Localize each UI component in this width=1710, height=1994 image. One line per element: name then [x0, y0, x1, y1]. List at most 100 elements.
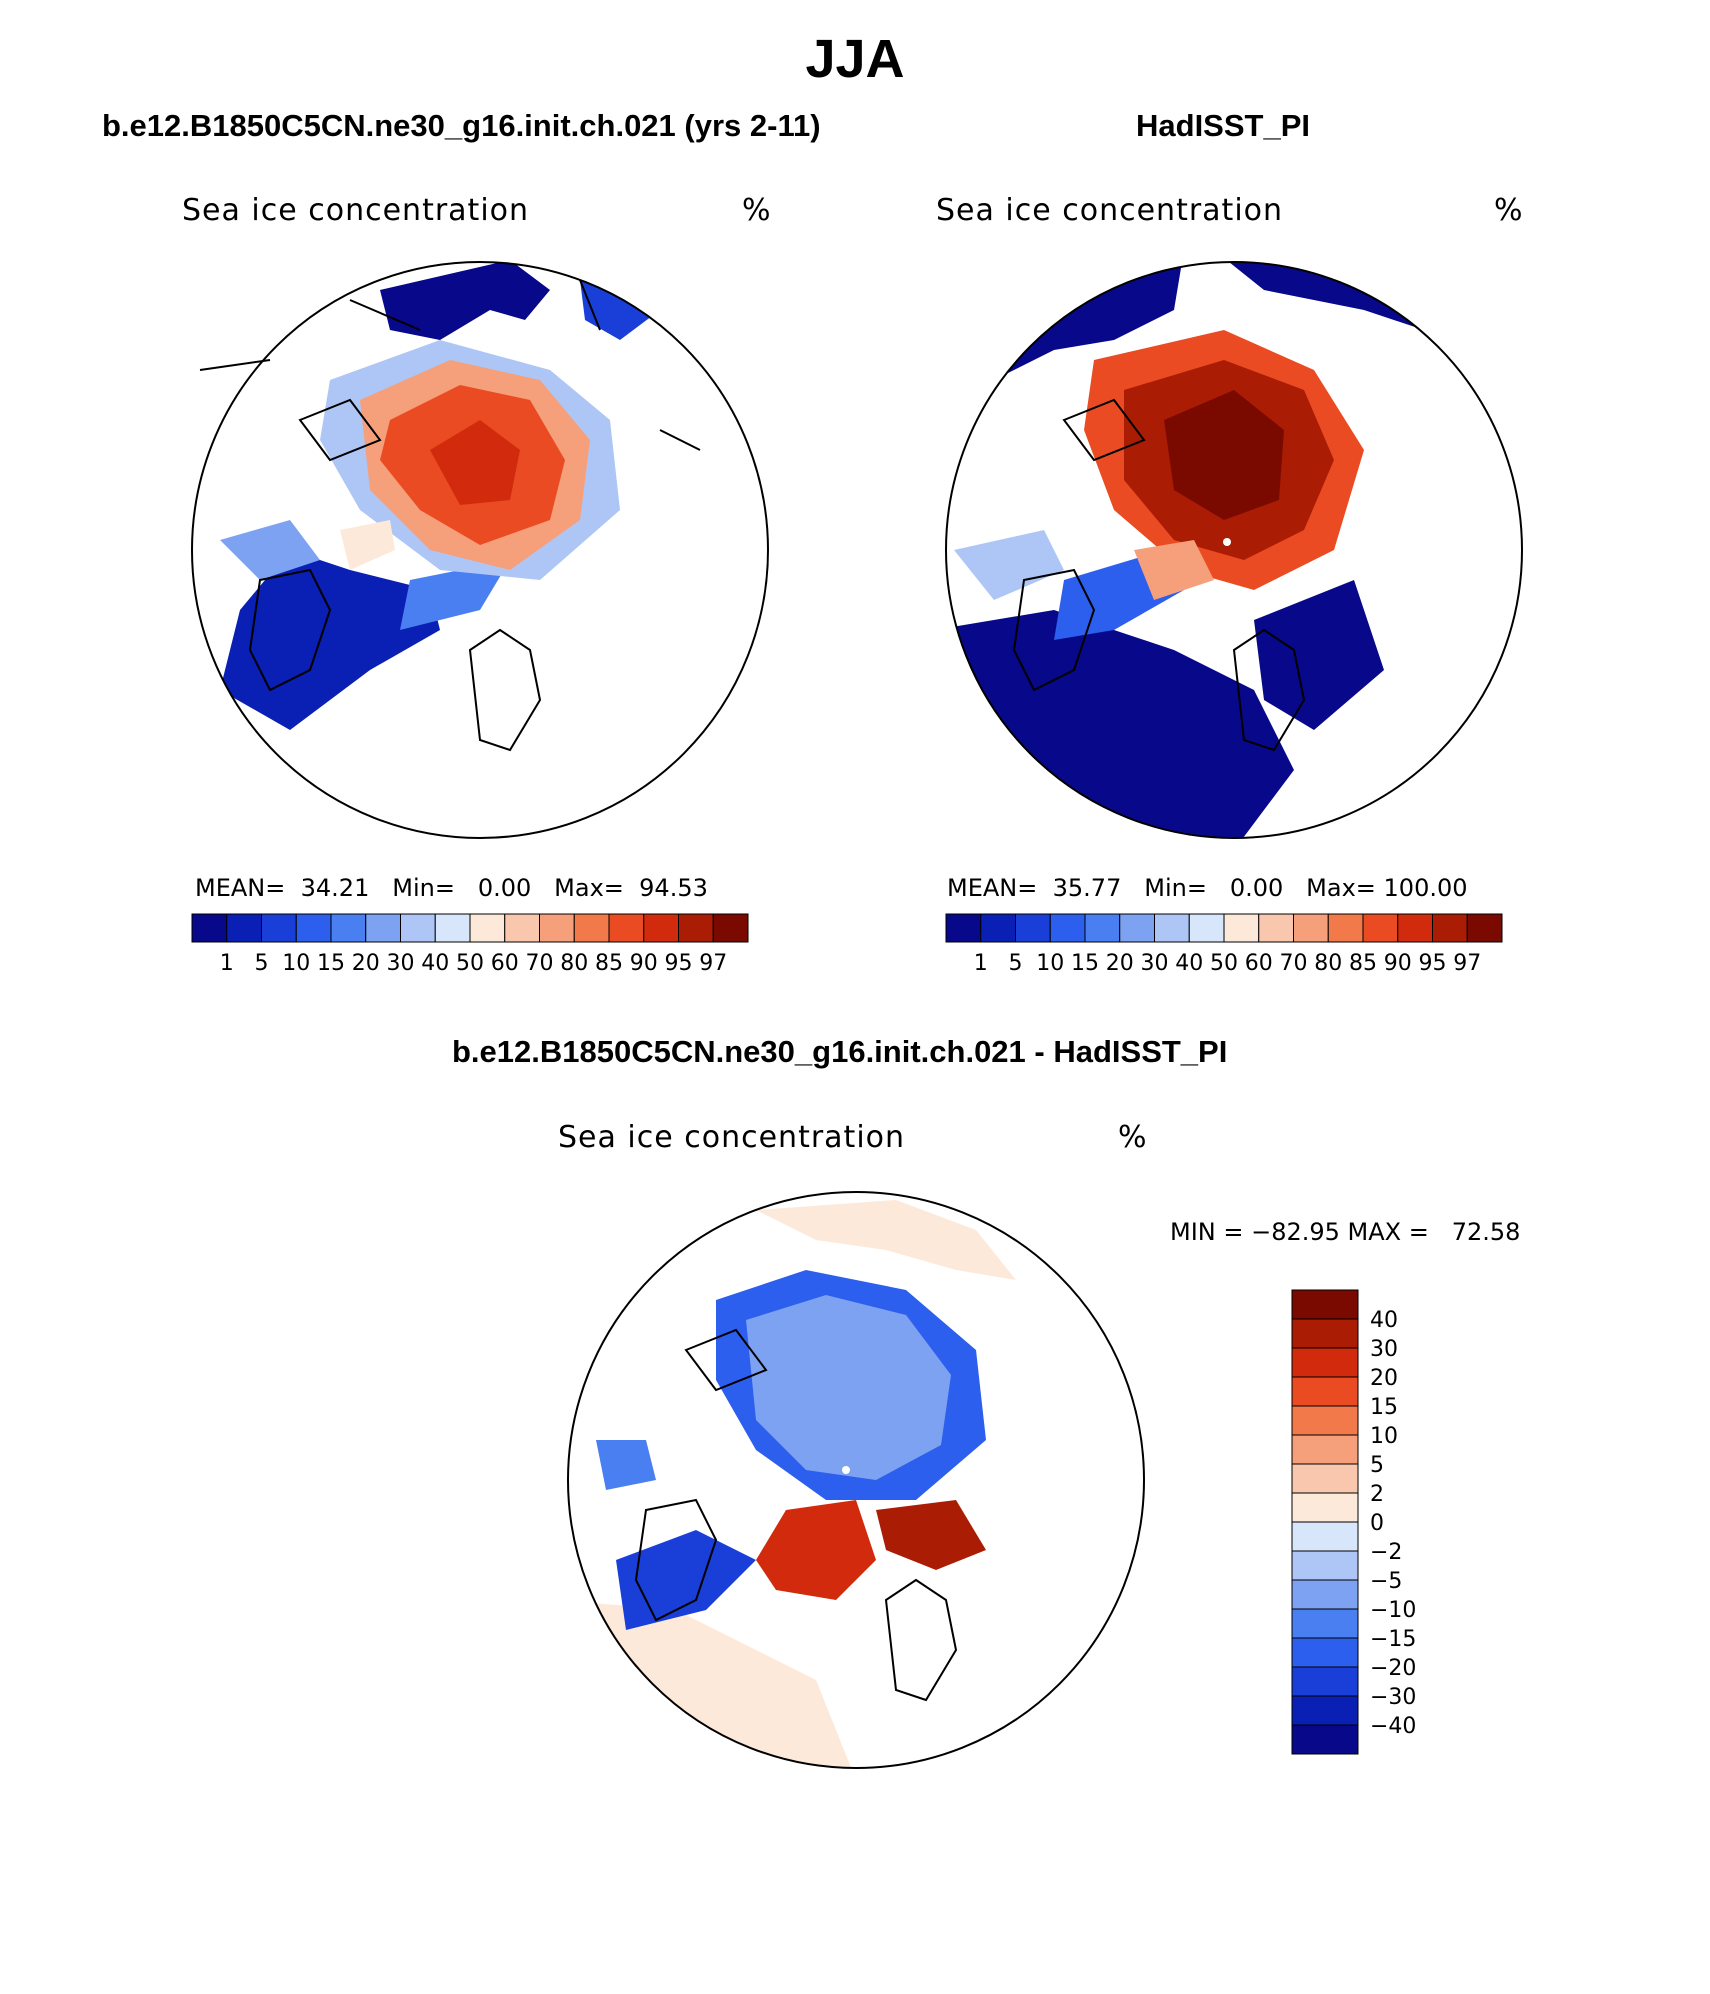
diff-colorbar-swatch [1291, 1724, 1359, 1755]
diff-colorbar-tick-label: −10 [1370, 1598, 1416, 1623]
panel1-colorbar-tick-label: 85 [595, 951, 623, 976]
diff-colorbar-tick-label: −30 [1370, 1685, 1416, 1710]
panel2-colorbar-swatch [1015, 913, 1051, 943]
panel2-colorbar-tick-label: 5 [1009, 951, 1023, 976]
panel2-colorbar-tick-label: 95 [1419, 951, 1447, 976]
panel1-colorbar-tick-label: 70 [526, 951, 554, 976]
diff-colorbar-tick-label: −40 [1370, 1714, 1416, 1739]
panel1-plot-title: Sea ice concentration [182, 193, 530, 228]
map-boundary [567, 1191, 1145, 1769]
panel1-colorbar-swatch [330, 913, 367, 943]
diff-colorbar-swatch [1291, 1521, 1359, 1552]
panel2-colorbar-tick-label: 30 [1141, 951, 1169, 976]
ice-core-pack [1164, 390, 1284, 520]
diff-colorbar-tick-label: −5 [1370, 1569, 1402, 1594]
panel1-colorbar-tick-label: 50 [456, 951, 484, 976]
panel2-colorbar-swatch [1327, 913, 1364, 943]
panel2-colorbar-swatch [1258, 913, 1294, 943]
panel2-colorbar-swatch [1119, 913, 1155, 943]
panel1-colorbar-swatch [539, 913, 575, 943]
ice-barents [1254, 580, 1384, 730]
map-difference [567, 1191, 1145, 1769]
diff-colorbar-tick-label: 30 [1370, 1337, 1398, 1362]
diff-colorbar-swatch [1291, 1550, 1359, 1581]
diff-colorbar-swatch [1291, 1579, 1359, 1610]
ice-baffin-labrador [220, 550, 440, 730]
map-model-sea-ice [191, 261, 769, 839]
ice-low-patch [340, 520, 395, 570]
coast-scandinavia [1232, 628, 1306, 752]
panel2-colorbar-tick-label: 1 [974, 951, 988, 976]
diff-colorbar-swatch [1291, 1434, 1359, 1465]
panel2-colorbar-tick-label: 90 [1384, 951, 1412, 976]
diff-colorbar-swatch [1291, 1347, 1359, 1378]
panel2-colorbar-swatch [1362, 913, 1399, 943]
coast-canadian-archipelago [298, 398, 382, 462]
panel2-colorbar-tick-label: 97 [1453, 951, 1481, 976]
diff-colorbar-swatch [1291, 1405, 1359, 1436]
diff-plot-title: Sea ice concentration [558, 1120, 906, 1155]
panel1-units: % [742, 193, 771, 228]
coast-greenland [1012, 568, 1096, 692]
panel2-colorbar-tick-label: 20 [1106, 951, 1134, 976]
ice-hudson [954, 530, 1064, 600]
map-boundary [191, 261, 769, 839]
map-obs-sea-ice [945, 261, 1523, 839]
diff-colorbar-tick-label: 0 [1370, 1511, 1384, 1536]
diff-hudson-negative [596, 1440, 656, 1490]
ice-core-pack [430, 420, 520, 505]
panel1-colorbar-swatch [191, 913, 228, 943]
panel1-colorbar-tick-label: 10 [282, 951, 310, 976]
panel1-colorbar-swatch [400, 913, 436, 943]
diff-colorbar-swatch [1291, 1492, 1359, 1523]
panel1-colorbar-tick-label: 1 [220, 951, 234, 976]
diff-greenland-sea-positive [756, 1500, 876, 1600]
coast-scandinavia [468, 628, 542, 752]
panel1-colorbar-swatch [261, 913, 297, 943]
panel1-colorbar-tick-label: 15 [317, 951, 345, 976]
panel2-colorbar-swatch [1188, 913, 1225, 943]
ice-hudson [220, 520, 320, 580]
panel1-colorbar-swatch [226, 913, 262, 943]
diff-colorbar-swatch [1291, 1318, 1359, 1349]
panel2-case-title: HadISST_PI [1136, 108, 1310, 143]
main-title: JJA [805, 29, 905, 89]
diff-colorbar-tick-label: 5 [1370, 1453, 1384, 1478]
diff-units: % [1118, 1120, 1147, 1155]
diff-colorbar-tick-label: 10 [1370, 1424, 1398, 1449]
diff-colorbar-tick-label: 15 [1370, 1395, 1398, 1420]
diff-barents-positive [876, 1500, 986, 1570]
ice-north-pacific [380, 262, 550, 340]
panel2-colorbar: 1 5 10 15 20 30 40 50 60 70 80 85 90 95 97 [945, 913, 1503, 976]
diff-colorbar-tick-label: 20 [1370, 1366, 1398, 1391]
panel2-units: % [1494, 193, 1523, 228]
coast-canadian-archipelago [684, 1328, 768, 1392]
panel1-colorbar-swatch [608, 913, 645, 943]
diff-colorbar-swatch [1291, 1376, 1359, 1407]
diff-colorbar-tick-label: −2 [1370, 1540, 1402, 1565]
coastlines [199, 279, 701, 451]
diff-colorbar-tick-label: −20 [1370, 1656, 1416, 1681]
panel2-colorbar-swatch [1084, 913, 1121, 943]
panel2-colorbar-tick-label: 70 [1280, 951, 1308, 976]
pole-marker [1223, 538, 1231, 546]
diff-colorbar-swatch [1291, 1608, 1359, 1639]
panel1-colorbar: 1 5 10 15 20 30 40 50 60 70 80 85 90 95 97 [191, 913, 749, 976]
panel1-colorbar-tick-label: 80 [560, 951, 588, 976]
panel2-colorbar-tick-label: 15 [1071, 951, 1099, 976]
panel1-colorbar-tick-label: 40 [421, 951, 449, 976]
panel2-colorbar-tick-label: 60 [1245, 951, 1273, 976]
panel1-colorbar-swatch [365, 913, 401, 943]
ice-fram-strait [1134, 540, 1214, 600]
panel1-colorbar-tick-label: 90 [630, 951, 658, 976]
pole-marker [842, 1466, 850, 1474]
panel2-colorbar-swatch [945, 913, 982, 943]
diff-minmax: MIN = −82.95 MAX = 72.58 [1170, 1218, 1521, 1246]
panel2-colorbar-swatch [1397, 913, 1433, 943]
panel2-plot-title: Sea ice concentration [936, 193, 1284, 228]
panel1-colorbar-swatch [678, 913, 714, 943]
panel2-colorbar-tick-label: 85 [1349, 951, 1377, 976]
diff-colorbar-tick-label: −15 [1370, 1627, 1416, 1652]
panel1-colorbar-swatch [573, 913, 610, 943]
diff-colorbar-swatch [1291, 1463, 1359, 1494]
